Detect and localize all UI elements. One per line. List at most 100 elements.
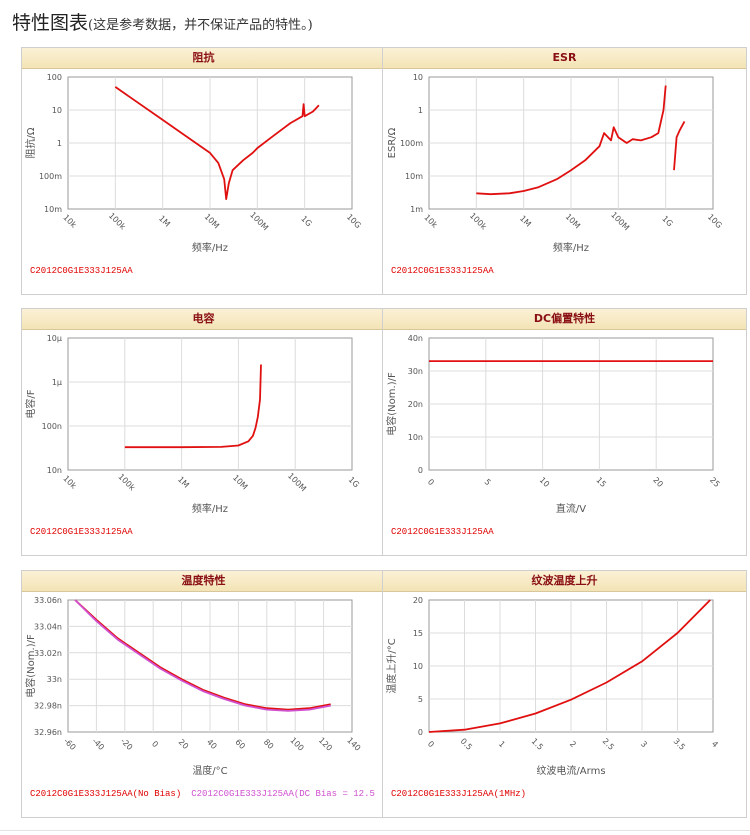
x-axis-label: 温度/°C [192,764,227,777]
y-axis-label: ESR/Ω [387,127,398,158]
y-tick-label: 32.98n [34,702,62,711]
y-tick-label: 100 [47,73,62,82]
x-tick-label: 10k [61,213,78,230]
x-tick-label: 4 [710,739,720,749]
y-tick-label: 100m [39,172,62,181]
x-axis-label: 纹波电流/Arms [536,764,605,777]
part-number-label: C2012C0G1E333J125AA [30,527,133,537]
x-tick-label: 1G [299,214,313,228]
chart-panel-capacitance: 电容 10k 100k 1M 10M 100M 1G 10n 100n 1μ 10μ 频率/Hz 电容… [21,308,386,556]
page-title: 特性图表(这是参考数据，并不保证产品的特性。) [12,8,313,35]
y-tick-label: 10 [413,662,423,671]
y-tick-label: 1m [410,205,423,214]
y-tick-label: 33.04n [34,622,62,631]
part-number-label: C2012C0G1E333J125AA(1MHz) [391,789,527,799]
x-tick-label: 80 [262,737,276,751]
x-tick-label: 25 [708,475,722,489]
x-tick-label: 0.5 [459,737,474,752]
y-tick-label: 1 [418,106,423,115]
x-tick-label: -60 [62,736,78,752]
x-tick-label: 40 [205,737,219,751]
plot-area [67,337,353,471]
x-tick-label: 10k [61,474,78,491]
y-tick-label: 30n [408,367,423,376]
x-tick-label: 2.5 [601,737,616,752]
x-tick-label: 100k [468,211,489,232]
series-line-1 [114,86,320,201]
y-tick-label: 10μ [47,334,62,343]
x-tick-label: 1M [176,475,191,490]
part-number-label: C2012C0G1E333J125AA [391,266,494,276]
y-tick-label: 33.06n [34,596,62,605]
x-tick-label: -20 [119,736,135,752]
x-tick-label: 3.5 [672,737,687,752]
x-tick-label: 100 [288,736,305,753]
y-tick-label: 33n [47,675,62,684]
dcbias-chart: 0 5 10 15 20 25 0 10n 20n 30n 40n 直流/V 电容(Nom.)/F [385,334,722,515]
x-tick-label: 15 [594,475,608,489]
temperature-chart: -60 -40 -20 0 20 40 60 80 100 120 140 32.96n 32.98n 3… [24,596,362,777]
x-axis-label: 直流/V [556,502,586,515]
x-tick-label: 1.5 [530,737,545,752]
y-tick-label: 10 [52,106,62,115]
x-tick-label: 1M [157,214,172,229]
x-tick-label: 10 [538,475,552,489]
x-tick-label: 1G [660,214,674,228]
x-tick-label: 100k [116,472,137,493]
chart-panel-dcbias: DC偏置特性 0 5 10 15 20 25 0 10n 20n 30n 40n 直流/V 电容(Nom… [382,308,747,556]
chart-header-capacitance: 电容 [22,309,385,330]
page-title-text: 特性图表 [12,12,89,34]
series-line-1 [124,364,262,449]
x-tick-label: 100M [248,210,270,232]
series-line-1 [476,85,667,196]
x-tick-label: 0 [426,477,436,487]
y-tick-label: 0 [418,466,423,475]
legend-no-bias: C2012C0G1E333J125AA(No Bias) [30,789,182,799]
x-tick-label: 10k [422,213,439,230]
x-tick-label: 0 [150,739,160,749]
y-tick-label: 10m [44,205,62,214]
y-axis-label: 温度上升/°C [385,638,398,693]
capacitance-chart: 10k 100k 1M 10M 100M 1G 10n 100n 1μ 10μ 频率/Hz 电容/F [24,334,361,515]
x-tick-label: 120 [317,736,334,753]
y-tick-label: 1 [57,139,62,148]
ripple-chart: 0 0.5 1 1.5 2 2.5 3 3.5 4 0 5 10 15 20 纹波电流/Arms 温度上升/°… [385,596,720,777]
part-number-label: C2012C0G1E333J125AA(No Bias) C2012C0G1E33… [30,789,386,799]
x-tick-label: 100k [107,211,128,232]
x-tick-label: 10M [564,212,583,231]
x-tick-label: 140 [345,736,362,753]
chart-panel-ripple: 纹波温度上升 0 0.5 1 1.5 2 2.5 3 3.5 4 0 5 10 15 20 纹波电流/Arm… [382,570,747,818]
series-line-2 [74,599,331,712]
chart-panel-impedance: 阻抗 10k 100k 1M 10M 100M 1G 10G 10m 100m 1 10 100 频率/… [21,47,386,295]
legend-dc-bias: C2012C0G1E333J125AA(DC Bias = 12.5 ) [191,789,386,799]
x-tick-label: 0 [426,739,436,749]
x-tick-label: 10G [706,212,724,230]
esr-chart: 10k 100k 1M 10M 100M 1G 10G 1m 10m 100m 1 10 频率/Hz ES… [387,73,724,254]
series-line-1 [74,599,331,711]
y-tick-label: 100n [42,422,62,431]
x-tick-label: -40 [90,736,106,752]
y-tick-label: 15 [413,629,423,638]
y-tick-label: 0 [418,728,423,737]
series-line-2 [673,120,686,171]
x-tick-label: 20 [177,737,191,751]
y-axis-label: 电容(Nom.)/F [24,634,37,698]
x-tick-label: 5 [483,477,493,487]
chart-header-esr: ESR [383,48,746,69]
y-axis-label: 阻抗/Ω [24,127,37,158]
y-tick-label: 33.02n [34,649,62,658]
part-number-label: C2012C0G1E333J125AA [391,527,494,537]
y-tick-label: 10 [413,73,423,82]
chart-header-ripple: 纹波温度上升 [383,571,746,592]
x-tick-label: 20 [651,475,665,489]
impedance-chart: 10k 100k 1M 10M 100M 1G 10G 10m 100m 1 10 100 频率/Hz 阻… [24,73,363,254]
x-axis-label: 频率/Hz [553,241,589,254]
chart-header-temperature: 温度特性 [22,571,385,592]
y-tick-label: 20n [408,400,423,409]
y-tick-label: 10n [47,466,62,475]
x-tick-label: 10M [203,212,222,231]
page-subtitle: (这是参考数据，并不保证产品的特性。) [88,18,313,33]
x-tick-label: 100M [286,471,308,493]
y-tick-label: 40n [408,334,423,343]
x-tick-label: 100M [609,210,631,232]
